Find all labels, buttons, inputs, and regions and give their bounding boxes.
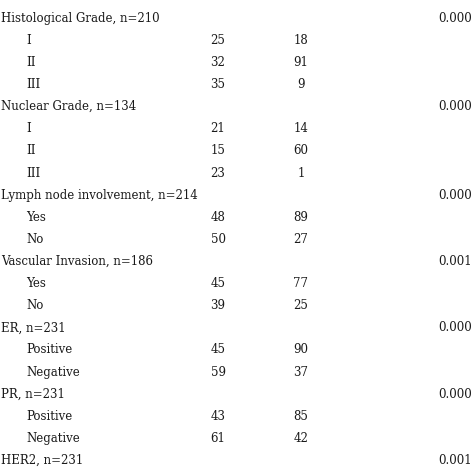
Text: 0.000: 0.000 [438,388,472,401]
Text: 61: 61 [210,432,226,445]
Text: Negative: Negative [26,432,80,445]
Text: Nuclear Grade, n=134: Nuclear Grade, n=134 [1,100,136,113]
Text: 42: 42 [293,432,309,445]
Text: 35: 35 [210,78,226,91]
Text: 59: 59 [210,365,226,379]
Text: Positive: Positive [26,410,73,423]
Text: 0.001: 0.001 [438,454,472,467]
Text: 60: 60 [293,145,309,157]
Text: 45: 45 [210,277,226,290]
Text: I: I [26,122,31,135]
Text: 90: 90 [293,344,309,356]
Text: Negative: Negative [26,365,80,379]
Text: 23: 23 [210,166,226,180]
Text: PR, n=231: PR, n=231 [1,388,65,401]
Text: Yes: Yes [26,211,46,224]
Text: 18: 18 [293,34,309,47]
Text: I: I [26,34,31,47]
Text: Histological Grade, n=210: Histological Grade, n=210 [1,12,160,25]
Text: 85: 85 [293,410,309,423]
Text: 43: 43 [210,410,226,423]
Text: III: III [26,166,40,180]
Text: 21: 21 [210,122,226,135]
Text: 91: 91 [293,56,309,69]
Text: 25: 25 [293,299,309,312]
Text: 27: 27 [293,233,309,246]
Text: III: III [26,78,40,91]
Text: Vascular Invasion, n=186: Vascular Invasion, n=186 [1,255,153,268]
Text: 0.001: 0.001 [438,255,472,268]
Text: 48: 48 [210,211,226,224]
Text: HER2, n=231: HER2, n=231 [1,454,83,467]
Text: No: No [26,299,44,312]
Text: Yes: Yes [26,277,46,290]
Text: 14: 14 [293,122,309,135]
Text: II: II [26,56,36,69]
Text: II: II [26,145,36,157]
Text: 0.000: 0.000 [438,189,472,201]
Text: 9: 9 [297,78,305,91]
Text: 45: 45 [210,344,226,356]
Text: 89: 89 [293,211,309,224]
Text: 39: 39 [210,299,226,312]
Text: 77: 77 [293,277,309,290]
Text: No: No [26,233,44,246]
Text: 0.000: 0.000 [438,321,472,334]
Text: 0.000: 0.000 [438,100,472,113]
Text: 15: 15 [210,145,226,157]
Text: Positive: Positive [26,344,73,356]
Text: Lymph node involvement, n=214: Lymph node involvement, n=214 [1,189,198,201]
Text: 25: 25 [210,34,226,47]
Text: 37: 37 [293,365,309,379]
Text: 0.000: 0.000 [438,12,472,25]
Text: 32: 32 [210,56,226,69]
Text: 50: 50 [210,233,226,246]
Text: 1: 1 [297,166,305,180]
Text: ER, n=231: ER, n=231 [1,321,65,334]
